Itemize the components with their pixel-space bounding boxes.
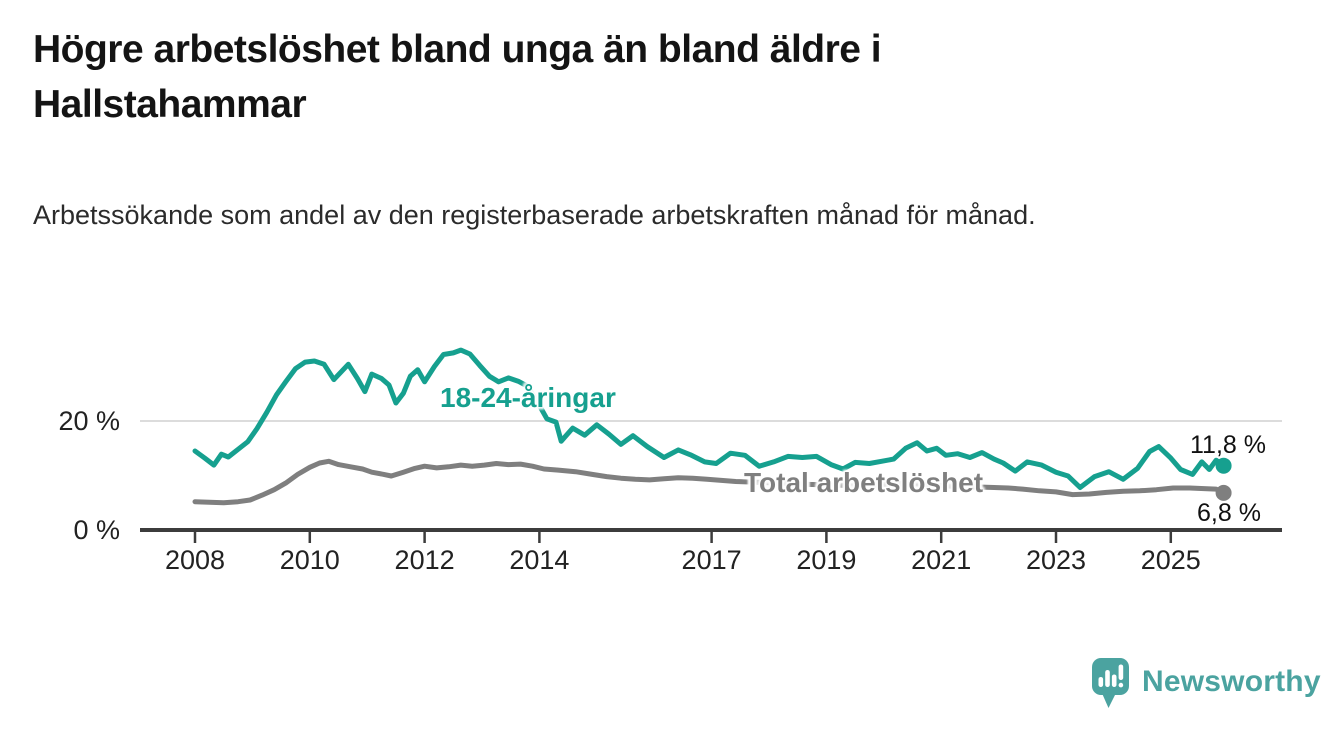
x-axis-label-2021: 2021 — [911, 545, 972, 575]
x-axis-label-2008: 2008 — [164, 545, 226, 575]
y-axis-label-20: 20 % — [58, 406, 120, 436]
end-dot-total — [1215, 484, 1232, 501]
bar-chart-speech-bubble-icon — [1092, 658, 1129, 708]
x-axis-label-2017: 2017 — [681, 545, 742, 575]
x-axis-label-2019: 2019 — [796, 545, 857, 575]
newsworthy-logo: Newsworthy — [1091, 657, 1321, 712]
series-label-total: Total arbetslöshet — [744, 467, 984, 498]
end-dot-18-24 — [1215, 457, 1232, 474]
x-axis-label-2010: 2010 — [279, 545, 340, 575]
line-series-18-24 — [192, 347, 1227, 490]
y-axis-label-0: 0 % — [73, 515, 120, 545]
series-label-18-24: 18-24-åringar — [440, 382, 616, 413]
x-axis-label-2023: 2023 — [1025, 545, 1087, 575]
x-axis-labels: 2008 2010 2012 2014 2017 2019 2021 2023 2025 — [0, 545, 1340, 579]
end-value-label-total: 6,8 % — [1197, 499, 1261, 527]
x-axis-label-2012: 2012 — [394, 545, 455, 575]
page-title: Högre arbetslöshet bland unga än bland ä… — [33, 28, 882, 126]
x-axis-label-2025: 2025 — [1140, 545, 1201, 575]
x-axis-label-2014: 2014 — [509, 545, 570, 575]
end-value-label-18-24: 11,8 % — [1190, 431, 1266, 459]
page-subtitle: Arbetssökande som andel av den registerb… — [33, 200, 1036, 230]
newsworthy-logo-text: Newsworthy — [1142, 665, 1321, 698]
line-series-total — [192, 458, 1227, 506]
x-axis-ticks — [193, 530, 1173, 543]
